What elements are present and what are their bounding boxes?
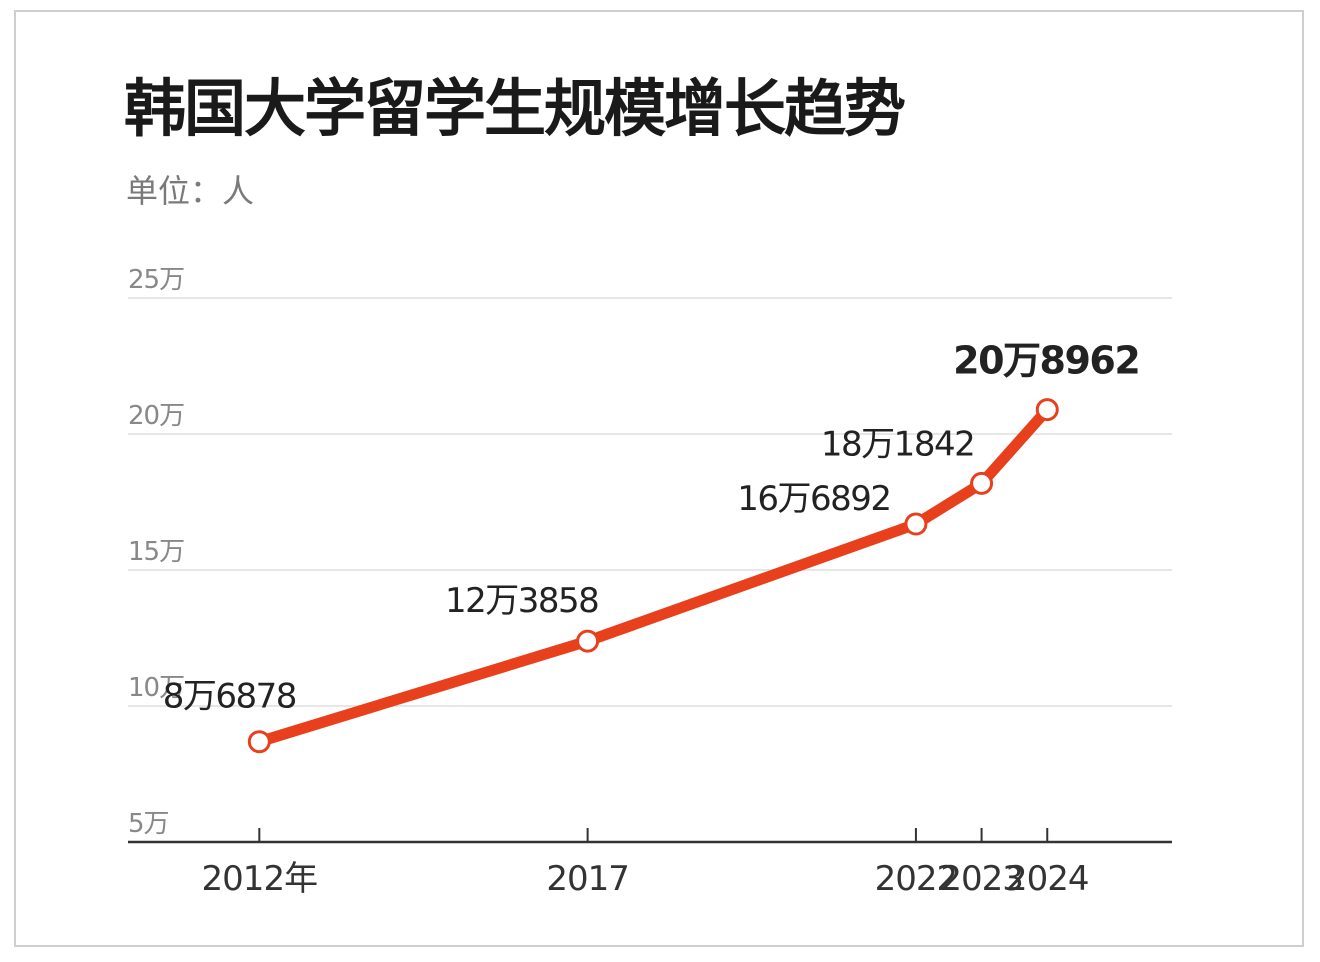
y-tick-label: 15万 xyxy=(128,537,184,567)
unit-label: 单位：人 xyxy=(126,172,255,210)
data-label: 16万6892 xyxy=(737,479,890,519)
y-tick-label: 20万 xyxy=(128,401,184,431)
y-tick-label: 10万 xyxy=(128,673,184,703)
data-point xyxy=(970,471,994,495)
data-point xyxy=(576,629,600,653)
chart-title: 韩国大学留学生规模增长趋势 xyxy=(124,72,906,145)
chart-frame xyxy=(14,10,1304,947)
data-label: 12万3858 xyxy=(445,581,598,621)
data-label: 8万6878 xyxy=(163,677,296,717)
x-tick-label: 2023 xyxy=(940,859,1023,899)
data-point xyxy=(904,512,928,536)
y-tick-label: 25万 xyxy=(128,265,184,295)
data-label: 20万8962 xyxy=(953,339,1139,383)
x-tick-label: 2012年 xyxy=(202,859,318,899)
y-tick-label: 5万 xyxy=(128,809,169,839)
data-label: 18万1842 xyxy=(821,424,974,464)
x-tick-label: 2024 xyxy=(1006,859,1089,899)
x-tick-label: 2017 xyxy=(546,859,629,899)
data-point xyxy=(1035,398,1059,422)
data-point xyxy=(247,730,271,754)
x-tick-label: 2022 xyxy=(875,859,958,899)
